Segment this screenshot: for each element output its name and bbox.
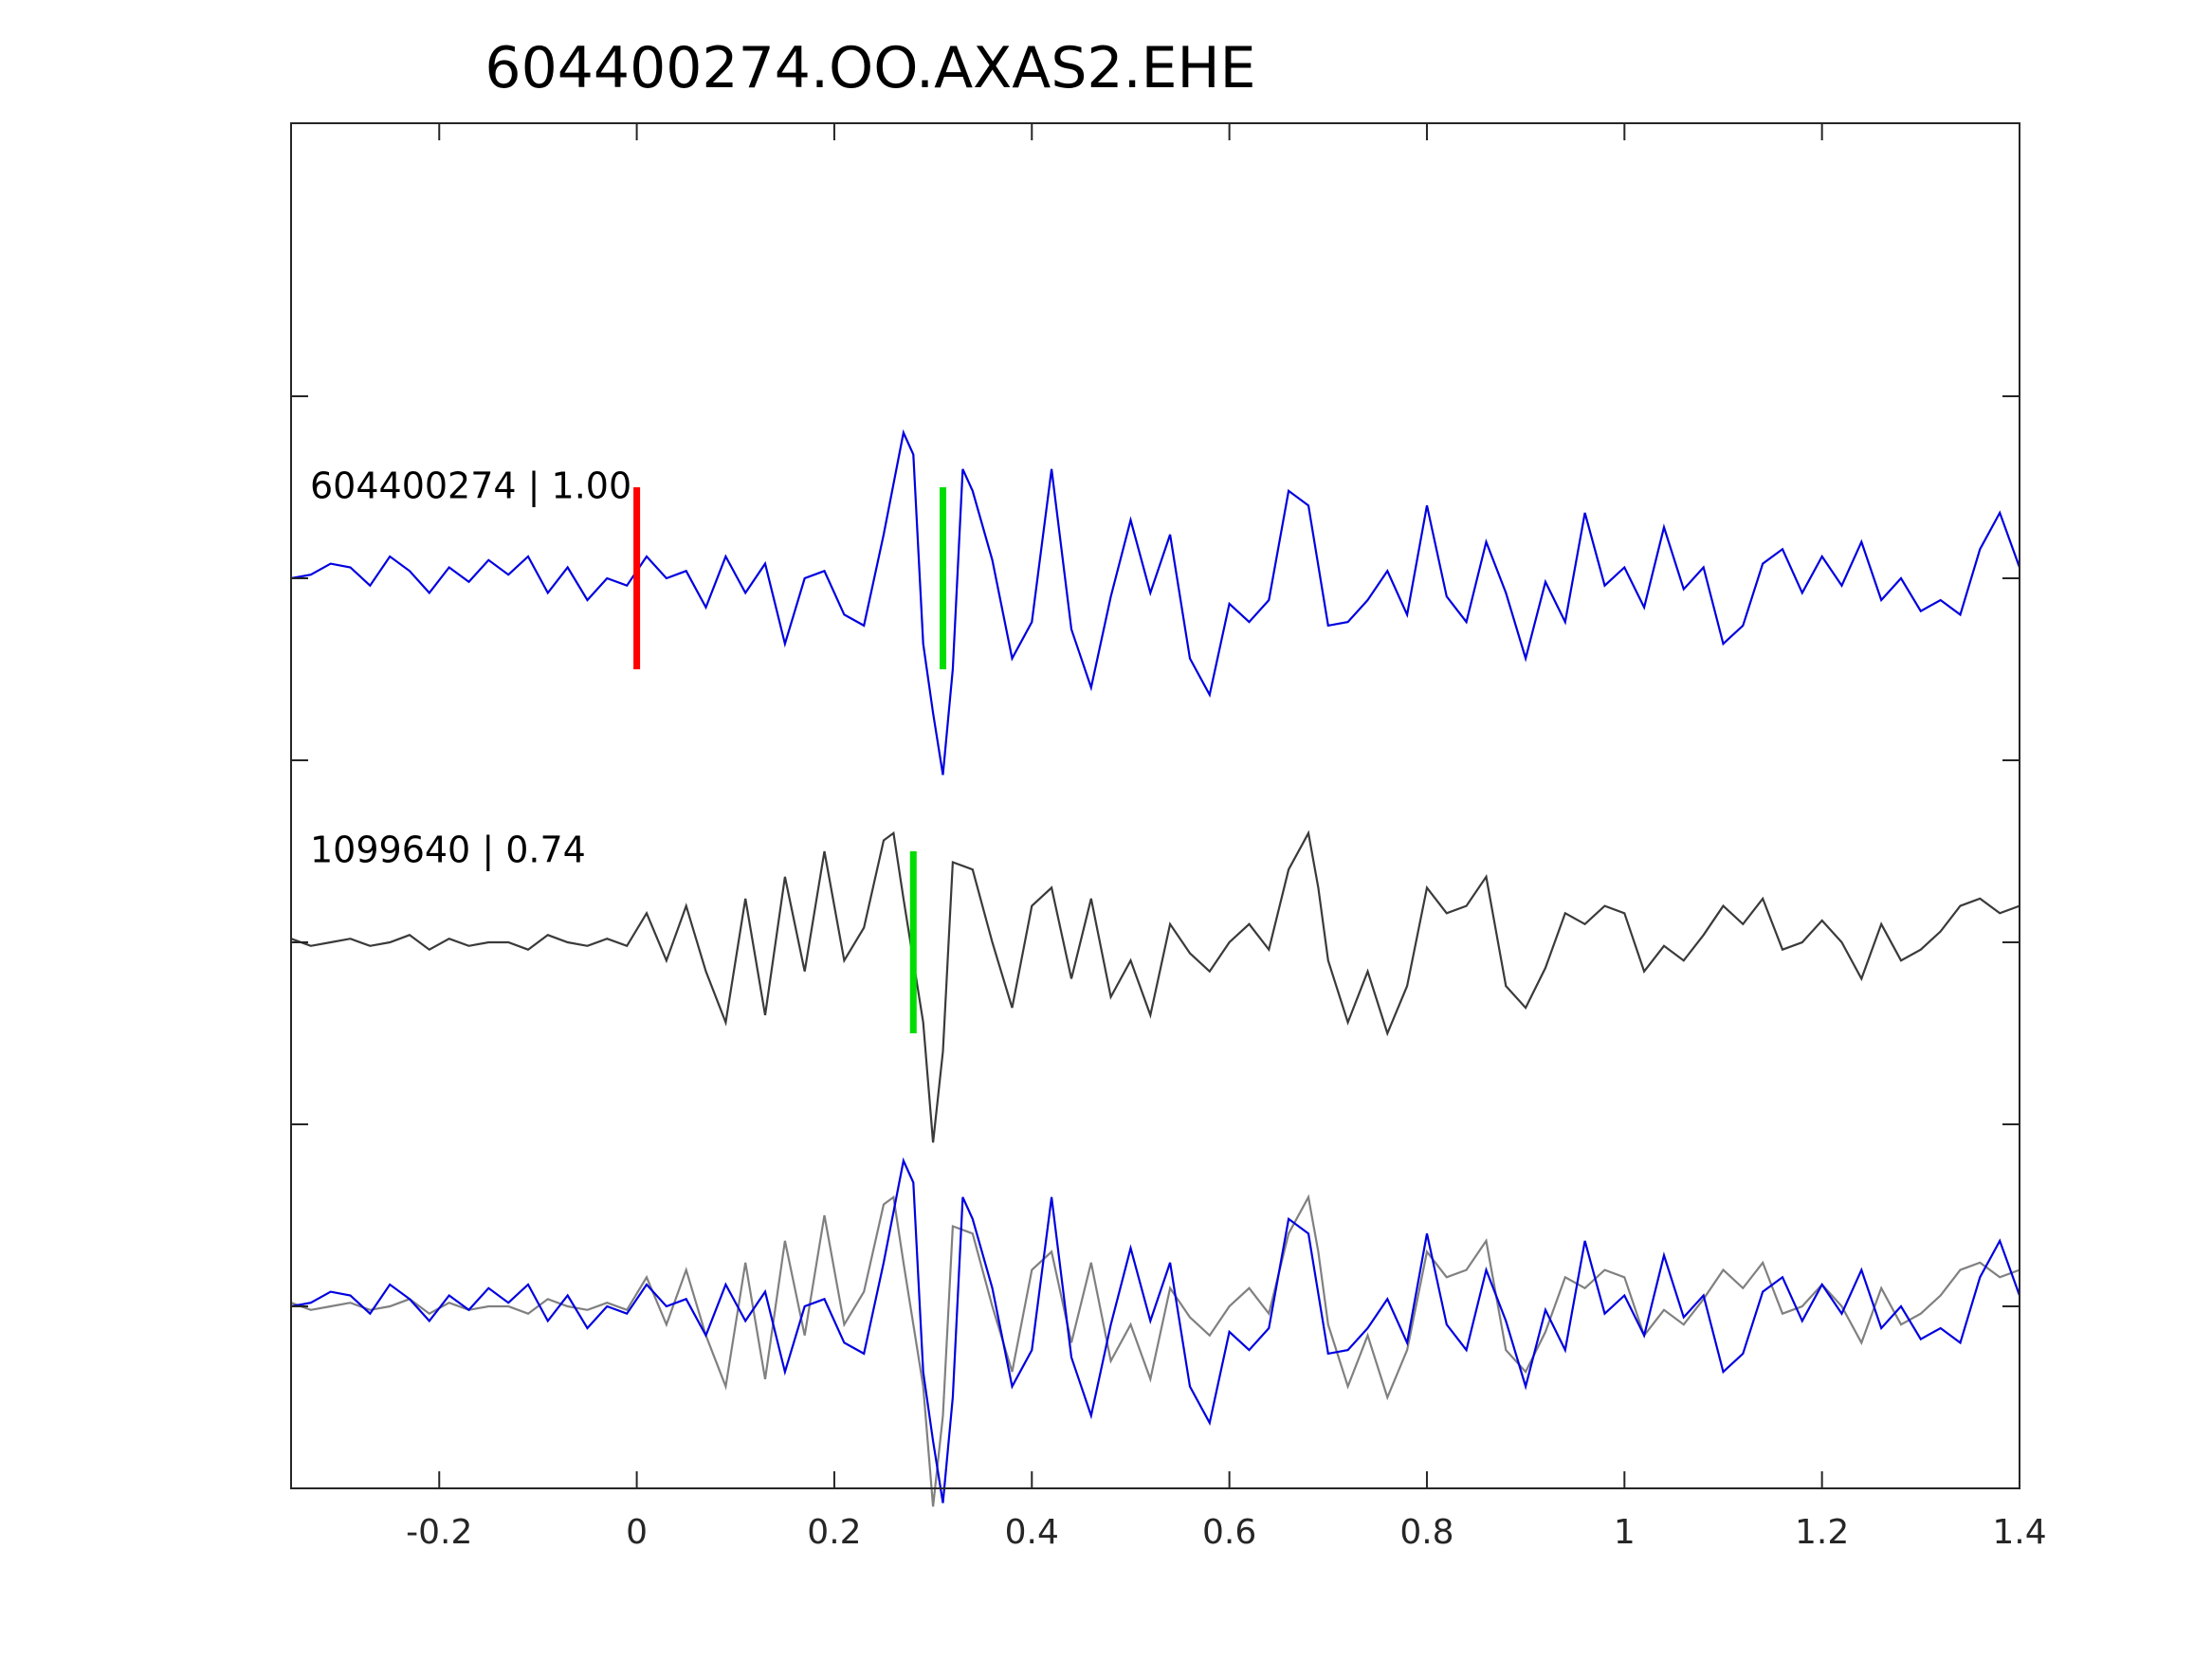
plot-area [290,428,2021,1507]
x-tick-label: -0.2 [406,1513,472,1552]
x-tick-label: 0.8 [1399,1513,1453,1552]
trace-label: 604400274 | 1.00 [310,465,631,508]
trace-label: 1099640 | 0.74 [310,830,586,872]
overlay-detection-series [290,1194,2020,1507]
axis-ticks: -0.2 0 0.2 0.4 0.6 0.8 1 1.2 1.4 [291,123,2047,1552]
x-tick-label: 0.6 [1202,1513,1256,1552]
x-tick-label: 0.4 [1005,1513,1059,1552]
x-tick-label: 0 [626,1513,648,1552]
trace-series-1 [290,428,2021,775]
x-tick-label: 1.2 [1795,1513,1849,1552]
x-tick-label: 1.4 [1992,1513,2046,1552]
x-tick-label: 0.2 [807,1513,861,1552]
x-tick-label: 1 [1614,1513,1636,1552]
trace-series-2 [290,830,2020,1143]
trace-labels: 604400274 | 1.00 1099640 | 0.74 [310,465,631,872]
overlay-template-series [290,1157,2021,1504]
chart-title: 604400274.OO.AXAS2.EHE [484,35,1255,101]
axes-box [290,122,2020,1489]
